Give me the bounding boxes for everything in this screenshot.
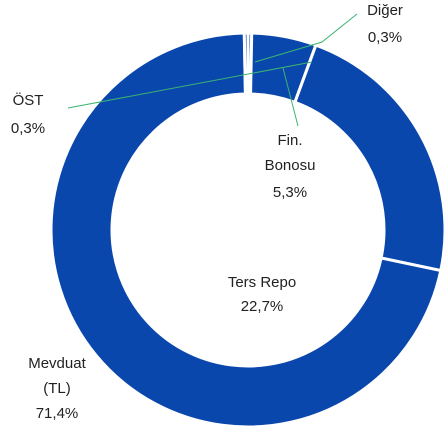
slice-label: Mevduat (TL) [28, 355, 86, 397]
slice-label: ÖST [12, 92, 44, 109]
value-label: 22,7% [240, 298, 284, 315]
slice-label: Fin. Bonosu [264, 132, 316, 174]
slice-label: Diğer [367, 2, 403, 19]
value-label: 71,4% [35, 405, 79, 422]
value-label: 0,3% [367, 29, 403, 46]
slice [49, 31, 443, 429]
leader-line [282, 67, 299, 127]
slice-label: Ters Repo [227, 274, 297, 291]
value-label: 5,3% [272, 184, 308, 201]
slice [292, 43, 445, 273]
leader-line [67, 61, 313, 109]
value-label: 0,3% [10, 120, 46, 137]
slice [242, 31, 250, 96]
leader-line [254, 13, 358, 63]
